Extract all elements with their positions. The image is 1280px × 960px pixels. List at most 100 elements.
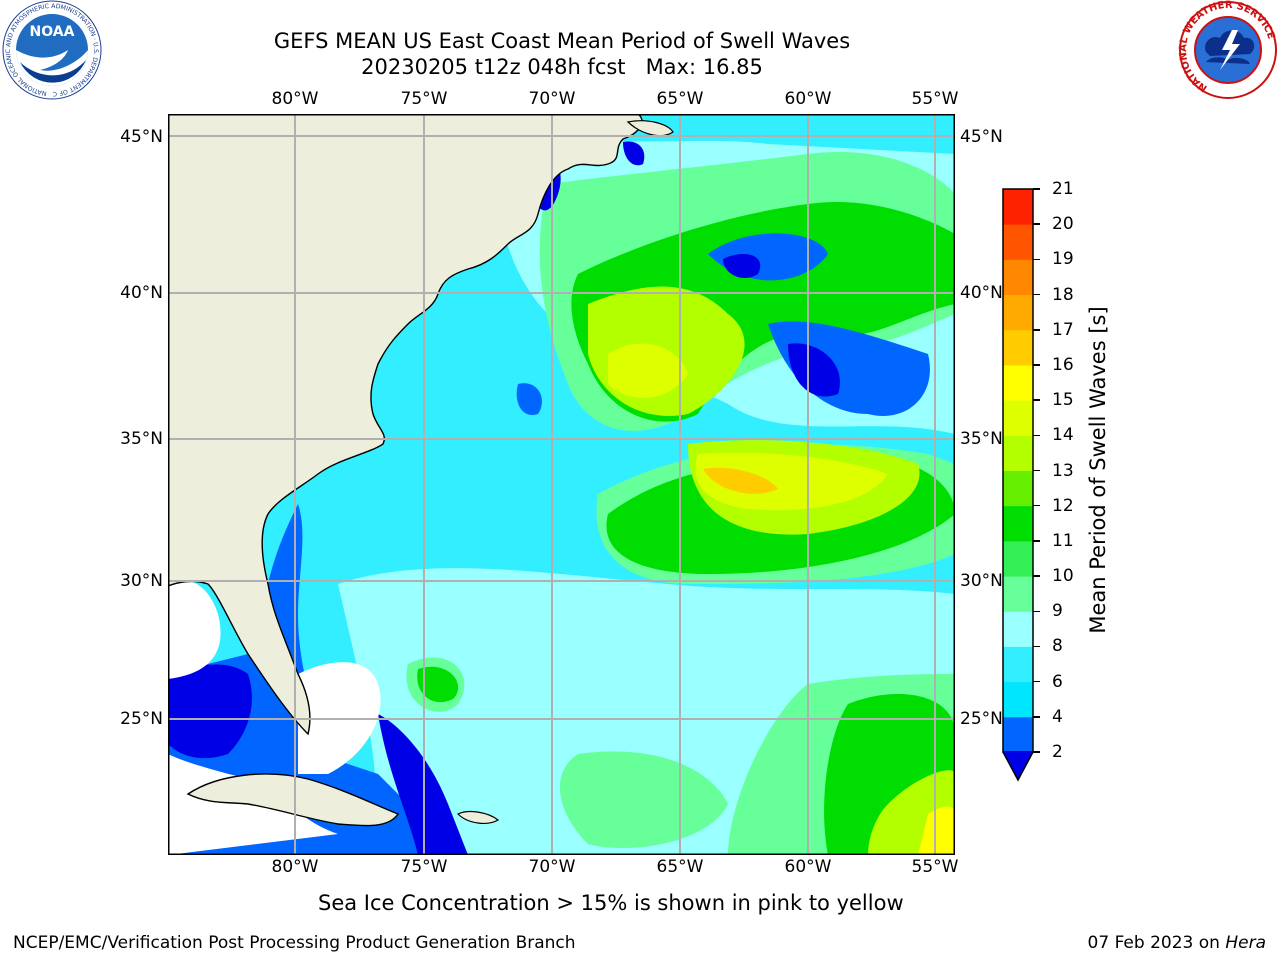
lat-label-right: 25°N — [960, 709, 1003, 729]
sea-ice-note: Sea Ice Concentration > 15% is shown in … — [318, 891, 904, 915]
colorbar-tick-label: 8 — [1052, 636, 1063, 657]
chart-title: GEFS MEAN US East Coast Mean Period of S… — [0, 28, 1124, 80]
credit-branch: NCEP/EMC/Verification Post Processing Pr… — [13, 933, 576, 953]
title-line-2: 20230205 t12z 048h fcst Max: 16.85 — [361, 55, 763, 79]
colorbar — [1002, 188, 1034, 782]
credit-date: 07 Feb 2023 on Hera — [1088, 933, 1266, 953]
colorbar-tick-label: 20 — [1052, 214, 1074, 235]
land-cuba — [186, 773, 400, 827]
lon-label-bottom: 80°W — [271, 857, 319, 877]
colorbar-cell — [1003, 576, 1033, 612]
noaa-logo: NOAA NATIONAL OCEANIC AND ATMOSPHERIC AD… — [0, 0, 104, 100]
colorbar-tick-label: 12 — [1052, 495, 1074, 516]
colorbar-cell — [1003, 189, 1033, 225]
colorbar-tick-mark — [1033, 716, 1040, 718]
no-data-gulf-north — [168, 580, 221, 679]
colorbar-tick-label: 13 — [1052, 460, 1074, 481]
swell-region-4-6-small — [516, 383, 542, 415]
colorbar-tick-mark — [1033, 399, 1040, 401]
swell-region-14-15 — [695, 452, 888, 511]
colorbar-tick-mark — [1033, 680, 1040, 683]
lon-label-bottom: 75°W — [400, 857, 448, 877]
swell-period-map — [168, 114, 955, 855]
colorbar-tick-mark — [1033, 188, 1040, 190]
colorbar-tick-mark — [1033, 610, 1040, 612]
colorbar-tick-mark — [1033, 223, 1040, 225]
colorbar-cell — [1003, 716, 1033, 753]
land-north-america — [168, 114, 643, 736]
colorbar-tick-label: 2 — [1052, 742, 1063, 762]
lat-label-right: 30°N — [960, 571, 1003, 591]
title-line-1: GEFS MEAN US East Coast Mean Period of S… — [273, 29, 851, 53]
colorbar-cell — [1003, 646, 1033, 683]
colorbar-tick-mark — [1033, 469, 1040, 472]
colorbar-tick-label: 16 — [1052, 354, 1074, 375]
swell-region-10-11-bahamas — [417, 666, 459, 703]
colorbar-cell — [1003, 329, 1033, 366]
colorbar-tick-label: 18 — [1052, 284, 1074, 305]
swell-region-2-4-ne — [723, 254, 761, 279]
colorbar-tick-mark — [1033, 329, 1040, 331]
colorbar-tick-mark — [1033, 434, 1040, 437]
lon-label-bottom: 65°W — [656, 857, 704, 877]
colorbar-tick-label: 15 — [1052, 390, 1074, 411]
colorbar-extend-arrow — [1002, 751, 1034, 782]
lat-label-right: 35°N — [960, 429, 1003, 449]
colorbar-cell — [1003, 540, 1033, 577]
swell-region-16-max — [703, 467, 778, 494]
lat-label-left: 25°N — [120, 709, 163, 729]
colorbar-cell — [1003, 470, 1033, 507]
bay-of-fundy-blue — [623, 141, 645, 166]
colorbar-cell — [1003, 505, 1033, 542]
swell-region-2-4-east — [788, 343, 840, 397]
lat-label-right: 45°N — [960, 127, 1003, 147]
lon-label-bottom: 55°W — [911, 857, 959, 877]
lat-label-left: 45°N — [120, 127, 163, 147]
map-frame — [168, 114, 955, 855]
colorbar-tick-label: 10 — [1052, 566, 1074, 587]
lat-label-left: 40°N — [120, 283, 163, 303]
colorbar-tick-label: 14 — [1052, 425, 1074, 446]
swell-region-15-16-southeast — [918, 806, 955, 855]
colorbar-tick-mark — [1033, 540, 1040, 542]
lon-label-top: 65°W — [656, 89, 704, 109]
colorbar-tick-mark — [1033, 645, 1040, 648]
noaa-logo-text: NOAA — [30, 24, 75, 40]
colorbar-cell — [1003, 435, 1033, 471]
gulf-deep-blue — [168, 664, 252, 759]
colorbar-tick-label: 9 — [1052, 601, 1063, 622]
colorbar-label: Mean Period of Swell Waves [s] — [1086, 306, 1110, 634]
lon-label-top: 60°W — [784, 89, 832, 109]
colorbar-tick-label: 17 — [1052, 319, 1074, 340]
colorbar-tick-mark — [1033, 258, 1040, 261]
colorbar-tick-mark — [1033, 751, 1040, 753]
nws-logo: NATIONAL WEATHER SERVICE — [1176, 0, 1280, 100]
lon-label-top: 70°W — [528, 89, 576, 109]
colorbar-cell — [1003, 364, 1033, 401]
colorbar-tick-label: 21 — [1052, 179, 1074, 199]
lat-label-left: 35°N — [120, 429, 163, 449]
lon-label-bottom: 70°W — [528, 857, 576, 877]
colorbar-tick-mark — [1033, 504, 1040, 507]
colorbar-cell — [1003, 224, 1033, 260]
colorbar-cell — [1003, 611, 1033, 647]
lon-label-bottom: 60°W — [784, 857, 832, 877]
colorbar-tick-mark — [1033, 364, 1040, 366]
colorbar-tick-label: 6 — [1052, 671, 1063, 692]
colorbar-tick-label: 4 — [1052, 706, 1063, 727]
credit-machine: Hera — [1225, 933, 1266, 953]
colorbar-cells — [1003, 189, 1033, 753]
map-gridlines — [168, 114, 955, 855]
swell-region-9-10-south — [559, 751, 728, 849]
swell-region-14-15-west — [608, 343, 688, 398]
colorbar-tick-label: 11 — [1052, 530, 1074, 551]
colorbar-cell — [1003, 294, 1033, 331]
lat-label-right: 40°N — [960, 283, 1003, 303]
lat-label-left: 30°N — [120, 571, 163, 591]
colorbar-tick-label: 19 — [1052, 249, 1074, 270]
land-nova-scotia — [626, 120, 674, 137]
land-hispaniola — [456, 810, 500, 824]
colorbar-tick-mark — [1033, 293, 1040, 296]
lon-label-top: 80°W — [271, 89, 319, 109]
colorbar-cell — [1003, 259, 1033, 296]
